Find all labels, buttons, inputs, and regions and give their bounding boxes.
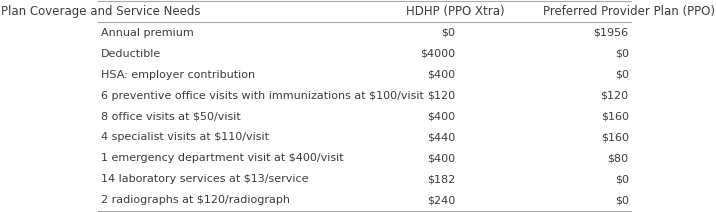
Text: 2 radiographs at $120/radiograph: 2 radiographs at $120/radiograph [101,195,290,205]
Text: HSA: employer contribution: HSA: employer contribution [101,70,255,80]
Text: Preferred Provider Plan (PPO): Preferred Provider Plan (PPO) [543,5,715,18]
Text: 1 emergency department visit at $400/visit: 1 emergency department visit at $400/vis… [101,153,344,163]
Text: $120: $120 [427,91,455,100]
Text: $1956: $1956 [594,28,629,38]
Text: Deductible: Deductible [101,49,161,59]
Text: Plan Coverage and Service Needs: Plan Coverage and Service Needs [1,5,200,18]
Text: $4000: $4000 [420,49,455,59]
Text: 8 office visits at $50/visit: 8 office visits at $50/visit [101,112,241,121]
Text: 4 specialist visits at $110/visit: 4 specialist visits at $110/visit [101,132,269,142]
Text: $0: $0 [615,174,629,184]
Text: $400: $400 [427,153,455,163]
Text: $0: $0 [615,195,629,205]
Text: $0: $0 [615,49,629,59]
Text: $400: $400 [427,112,455,121]
Text: $0: $0 [442,28,455,38]
Text: Annual premium: Annual premium [101,28,194,38]
Text: $440: $440 [427,132,455,142]
Text: $80: $80 [608,153,629,163]
Text: $160: $160 [601,132,629,142]
Text: 6 preventive office visits with immunizations at $100/visit: 6 preventive office visits with immuniza… [101,91,424,100]
Text: $400: $400 [427,70,455,80]
Text: $0: $0 [615,70,629,80]
Text: 14 laboratory services at $13/service: 14 laboratory services at $13/service [101,174,309,184]
Text: HDHP (PPO Xtra): HDHP (PPO Xtra) [406,5,505,18]
Text: $120: $120 [601,91,629,100]
Text: $182: $182 [427,174,455,184]
Text: $240: $240 [427,195,455,205]
Text: $160: $160 [601,112,629,121]
